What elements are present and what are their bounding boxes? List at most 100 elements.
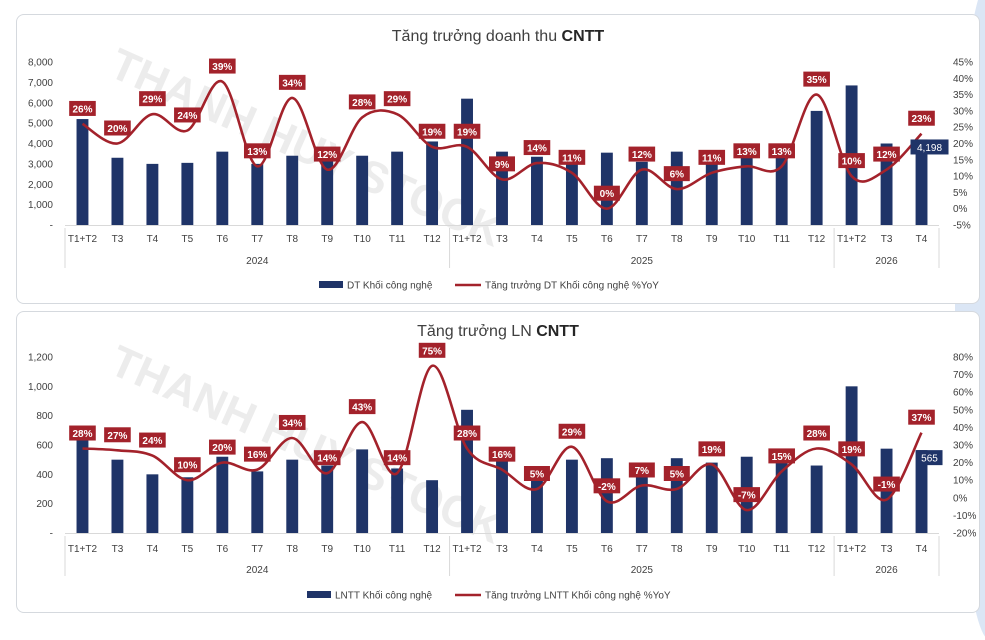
profit-growth-label-box [768, 448, 795, 464]
revenue-bar [251, 163, 264, 225]
revenue-bar [216, 151, 229, 225]
profit-legend-line-label: Tăng trưởng LNTT Khối công nghệ %YoY [485, 590, 671, 602]
revenue-growth-label-box [139, 91, 166, 107]
profit-growth-label-box [593, 478, 621, 494]
profit-bar [76, 439, 89, 533]
profit-growth-label-box [803, 425, 830, 441]
revenue-legend-bar-label: DT Khối công nghệ [347, 280, 433, 292]
revenue-bar [565, 160, 578, 225]
revenue-x-tick-label: T11 [389, 234, 406, 245]
revenue-x-tick-label: T8 [671, 234, 683, 245]
profit-legend-bar-label: LNTT Khối công nghệ [335, 590, 433, 602]
profit-bar [321, 465, 334, 533]
profit-x-tick-label: T10 [354, 544, 372, 555]
revenue-x-tick-label: T1+T2 [452, 234, 482, 245]
revenue-bar [286, 155, 299, 225]
profit-growth-label: 43% [352, 403, 372, 414]
profit-bar [111, 459, 124, 533]
profit-bar [915, 450, 928, 533]
revenue-growth-label-box [489, 156, 515, 172]
profit-growth-label-box [174, 457, 201, 473]
revenue-right-axis-tick: 10% [953, 172, 973, 183]
revenue-growth-label: 35% [807, 75, 827, 86]
revenue-bar-value-box [910, 139, 949, 155]
revenue-chart-title: Tăng trưởng doanh thu CNTT [392, 28, 605, 45]
profit-x-tick-label: T10 [738, 544, 756, 555]
profit-x-tick-label: T1+T2 [452, 544, 482, 555]
revenue-right-axis-tick: -5% [953, 221, 971, 232]
revenue-x-tick-label: T8 [286, 234, 298, 245]
profit-growth-label: 14% [317, 454, 337, 465]
revenue-growth-label-box [348, 94, 376, 110]
revenue-bar [356, 155, 369, 225]
profit-x-tick-label: T12 [808, 544, 826, 555]
profit-bar [565, 459, 578, 533]
profit-right-axis-tick: 60% [953, 388, 973, 399]
profit-x-tick-label: T9 [321, 544, 333, 555]
revenue-bar [810, 110, 823, 225]
profit-growth-label: 27% [107, 431, 127, 442]
profit-right-axis-tick: 30% [953, 441, 973, 452]
revenue-bar [531, 156, 543, 225]
revenue-x-tick-label: T3 [496, 234, 508, 245]
profit-growth-label: 34% [282, 418, 302, 429]
profit-growth-label-box [558, 423, 586, 439]
profit-right-axis-tick: 80% [953, 353, 973, 364]
revenue-growth-label: 13% [247, 147, 267, 158]
revenue-bar [111, 157, 124, 225]
profit-bar [461, 409, 473, 533]
profit-left-axis-tick: 400 [36, 470, 53, 481]
profit-bar-value-box [916, 450, 943, 466]
revenue-growth-label-box [523, 140, 551, 156]
revenue-x-tick-label: T9 [321, 234, 333, 245]
revenue-right-axis-tick: 30% [953, 106, 973, 117]
profit-growth-label: 5% [530, 470, 545, 481]
profit-right-axis-tick: -20% [953, 529, 976, 540]
profit-legend-bar-swatch [307, 591, 331, 598]
revenue-growth-label: 39% [212, 62, 232, 73]
revenue-growth-label-box [418, 123, 446, 139]
revenue-growth-label-box [104, 120, 131, 136]
profit-growth-label-box [348, 399, 376, 415]
revenue-growth-label: 9% [495, 160, 510, 171]
profit-x-tick-label: T4 [531, 544, 543, 555]
revenue-left-axis-tick: 4,000 [28, 139, 53, 150]
profit-growth-label: 5% [670, 470, 685, 481]
revenue-growth-label: 0% [600, 189, 615, 200]
revenue-bar-value-label: 4,198 [917, 143, 942, 154]
profit-growth-label: 14% [387, 454, 407, 465]
revenue-right-axis-tick: 25% [953, 123, 973, 134]
profit-growth-label: 16% [247, 450, 267, 461]
revenue-x-tick-label: T6 [601, 234, 613, 245]
revenue-growth-label-box [593, 185, 620, 201]
profit-right-axis-tick: 50% [953, 405, 973, 416]
revenue-growth-label-box [803, 71, 830, 87]
profit-x-tick-label: T8 [286, 544, 298, 555]
profit-left-axis-tick: 1,000 [28, 382, 53, 393]
revenue-growth-label: 34% [282, 78, 302, 89]
profit-growth-label-box [838, 441, 865, 457]
profit-growth-label: -2% [598, 482, 616, 493]
revenue-bar [321, 160, 334, 225]
profit-left-axis-tick: 600 [36, 441, 53, 452]
revenue-right-axis-tick: 45% [953, 58, 973, 69]
profit-bar [531, 472, 543, 533]
revenue-x-tick-label: T5 [566, 234, 578, 245]
revenue-growth-label: 19% [457, 127, 477, 138]
profit-x-tick-label: T3 [881, 544, 893, 555]
profit-bar [356, 449, 369, 533]
revenue-left-axis-tick: 3,000 [28, 159, 53, 170]
profit-x-tick-label: T4 [916, 544, 928, 555]
profit-x-tick-label: T6 [601, 544, 613, 555]
revenue-growth-label-box [873, 146, 900, 162]
revenue-x-tick-label: T10 [354, 234, 372, 245]
profit-x-tick-label: T5 [182, 544, 194, 555]
profit-growth-label: 75% [422, 346, 442, 357]
revenue-growth-label: 14% [527, 144, 547, 155]
revenue-growth-line [81, 80, 923, 211]
revenue-growth-label: 12% [317, 150, 337, 161]
profit-bar [775, 461, 788, 533]
revenue-x-tick-label: T10 [738, 234, 756, 245]
revenue-growth-label-box [558, 149, 586, 165]
profit-growth-chart-panel: THANH HUY STOCK Tăng trưởng LN CNTT -200 40… [16, 311, 980, 613]
